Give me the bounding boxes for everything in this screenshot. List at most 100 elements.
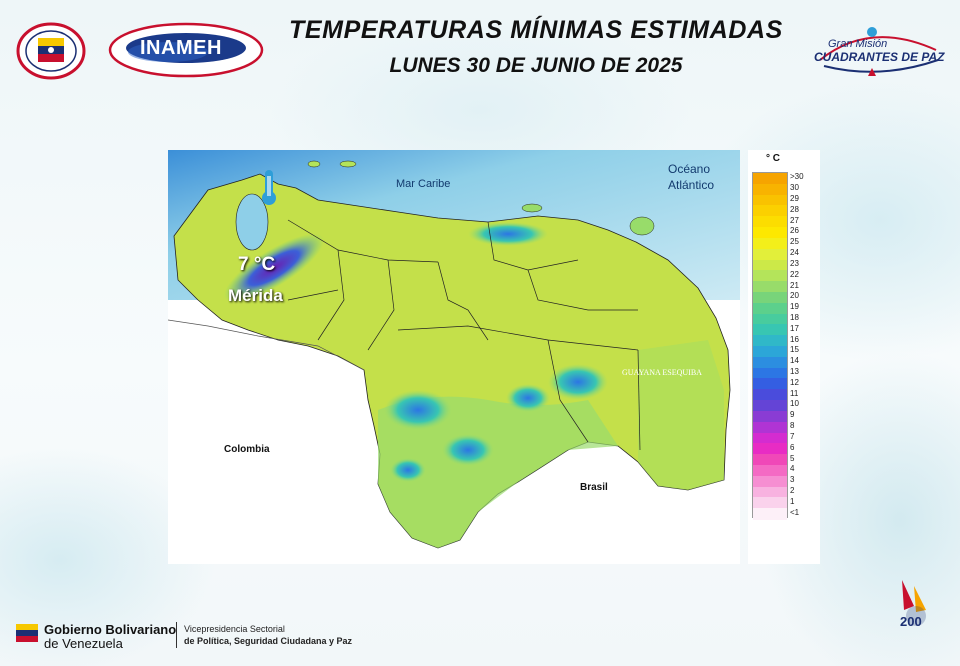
guayana-green-zone — [638, 340, 724, 490]
legend-label: 21 — [790, 280, 799, 290]
island-curacao — [339, 160, 357, 168]
legend-label: 27 — [790, 215, 799, 225]
state-borders — [287, 219, 641, 451]
brasil-label: Brasil — [580, 482, 608, 493]
legend-label: 10 — [790, 399, 799, 409]
legend-swatch — [753, 475, 787, 488]
island-aruba — [307, 160, 321, 168]
legend-label: 8 — [790, 421, 795, 431]
atlantic-ocean-label-2: Atlántico — [668, 178, 715, 192]
cool-spot-4 — [506, 384, 550, 412]
cool-spot-2 — [442, 434, 494, 466]
legend-label: 6 — [790, 442, 795, 452]
legend-swatch — [753, 227, 787, 239]
temperature-legend: ° C >30 30 29 28 27 26 25 24 23 22 21 20 19 18 17 16 15 1… — [748, 150, 820, 564]
legend-swatch — [753, 464, 787, 477]
footer-divider — [176, 622, 177, 648]
legend-label: 13 — [790, 367, 799, 377]
legend-label: 23 — [790, 258, 799, 268]
venezuela-seal-logo — [16, 22, 86, 80]
legend-label: 30 — [790, 183, 799, 193]
legend-swatch — [753, 497, 787, 509]
caribbean-sea-label: Mar Caribe — [396, 178, 451, 190]
legend-label: 7 — [790, 431, 795, 441]
legend-label: 28 — [790, 204, 799, 214]
page-title: TEMPERATURAS MÍNIMAS ESTIMADAS — [289, 16, 783, 44]
legend-swatch — [753, 259, 787, 271]
legend-label: 29 — [790, 194, 799, 204]
colombia-label: Colombia — [224, 444, 270, 455]
legend-swatch — [753, 410, 787, 423]
cool-spot-6 — [468, 222, 548, 246]
page-subtitle: LUNES 30 DE JUNIO DE 2025 — [389, 54, 683, 77]
island-margarita — [521, 203, 543, 213]
legend-swatch — [753, 270, 787, 282]
legend-color-bar — [752, 172, 788, 520]
legend-swatch — [753, 194, 787, 206]
island-trinidad — [629, 216, 655, 236]
legend-swatch — [753, 324, 787, 336]
legend-swatch — [753, 356, 787, 369]
international-border — [168, 319, 365, 371]
legend-label: 19 — [790, 302, 799, 312]
legend-swatch — [753, 378, 787, 390]
cool-spot-5 — [390, 458, 426, 482]
legend-swatch — [753, 346, 787, 358]
atlantic-ocean-label-1: Océano — [668, 162, 711, 176]
legend-swatch — [753, 302, 787, 315]
legend-label: 20 — [790, 291, 799, 301]
inameh-logo: INAMEH — [108, 22, 264, 78]
legend-label: 22 — [790, 269, 799, 279]
vicepresidencia-line-1: Vicepresidencia Sectorial — [184, 624, 285, 634]
cool-spot-1 — [384, 390, 452, 430]
legend-label: 14 — [790, 356, 799, 366]
legend-swatch — [753, 432, 787, 444]
andes-cold-zone — [223, 233, 325, 303]
legend-swatch — [753, 389, 787, 401]
legend-swatch — [753, 508, 787, 520]
legend-swatch — [753, 367, 787, 379]
thermometer-icon — [262, 170, 276, 205]
legend-swatch — [753, 281, 787, 293]
legend-label: 24 — [790, 248, 799, 258]
legend-label: 18 — [790, 312, 799, 322]
bicentennial-number: 200 — [900, 614, 922, 629]
legend-label: 1 — [790, 496, 795, 506]
legend-label: 12 — [790, 377, 799, 387]
footer-government-brand: Gobierno Bolivariano de Venezuela Vicepr… — [12, 618, 372, 652]
legend-swatch — [753, 205, 787, 217]
legend-swatch — [753, 248, 787, 260]
gobierno-line-1: Gobierno Bolivariano — [44, 622, 177, 637]
legend-label: 26 — [790, 226, 799, 236]
legend-unit: ° C — [766, 153, 780, 164]
legend-swatch — [753, 486, 787, 498]
inameh-brand-text: INAMEH — [140, 37, 222, 59]
legend-label: 4 — [790, 464, 795, 474]
legend-swatch — [753, 183, 787, 196]
legend-label: >30 — [790, 172, 804, 182]
legend-swatch — [753, 454, 787, 466]
legend-swatch — [753, 291, 787, 304]
legend-swatch — [753, 335, 787, 347]
legend-label: 25 — [790, 237, 799, 247]
legend-swatch — [753, 216, 787, 228]
legend-swatch — [753, 400, 787, 412]
merida-temperature-label: 7 °C — [238, 254, 276, 275]
legend-swatch — [753, 237, 787, 250]
merida-city-label: Mérida — [228, 286, 283, 305]
gran-mision-text: Gran Misión — [828, 38, 888, 50]
legend-label: 3 — [790, 475, 795, 485]
lake-maracaibo — [235, 193, 269, 251]
bicentennial-logo: 200 — [892, 576, 940, 646]
vicepresidencia-line-2: de Política, Seguridad Ciudadana y Paz — [184, 636, 353, 646]
legend-swatch — [753, 173, 787, 185]
legend-label: 15 — [790, 345, 799, 355]
legend-swatch — [753, 313, 787, 325]
legend-label: 2 — [790, 485, 795, 495]
legend-label: 11 — [790, 388, 799, 398]
legend-label: <1 — [790, 507, 800, 517]
legend-swatch — [753, 443, 787, 455]
venezuela-flag-icon — [16, 624, 38, 642]
legend-label: 17 — [790, 323, 799, 333]
legend-label: 5 — [790, 453, 795, 463]
